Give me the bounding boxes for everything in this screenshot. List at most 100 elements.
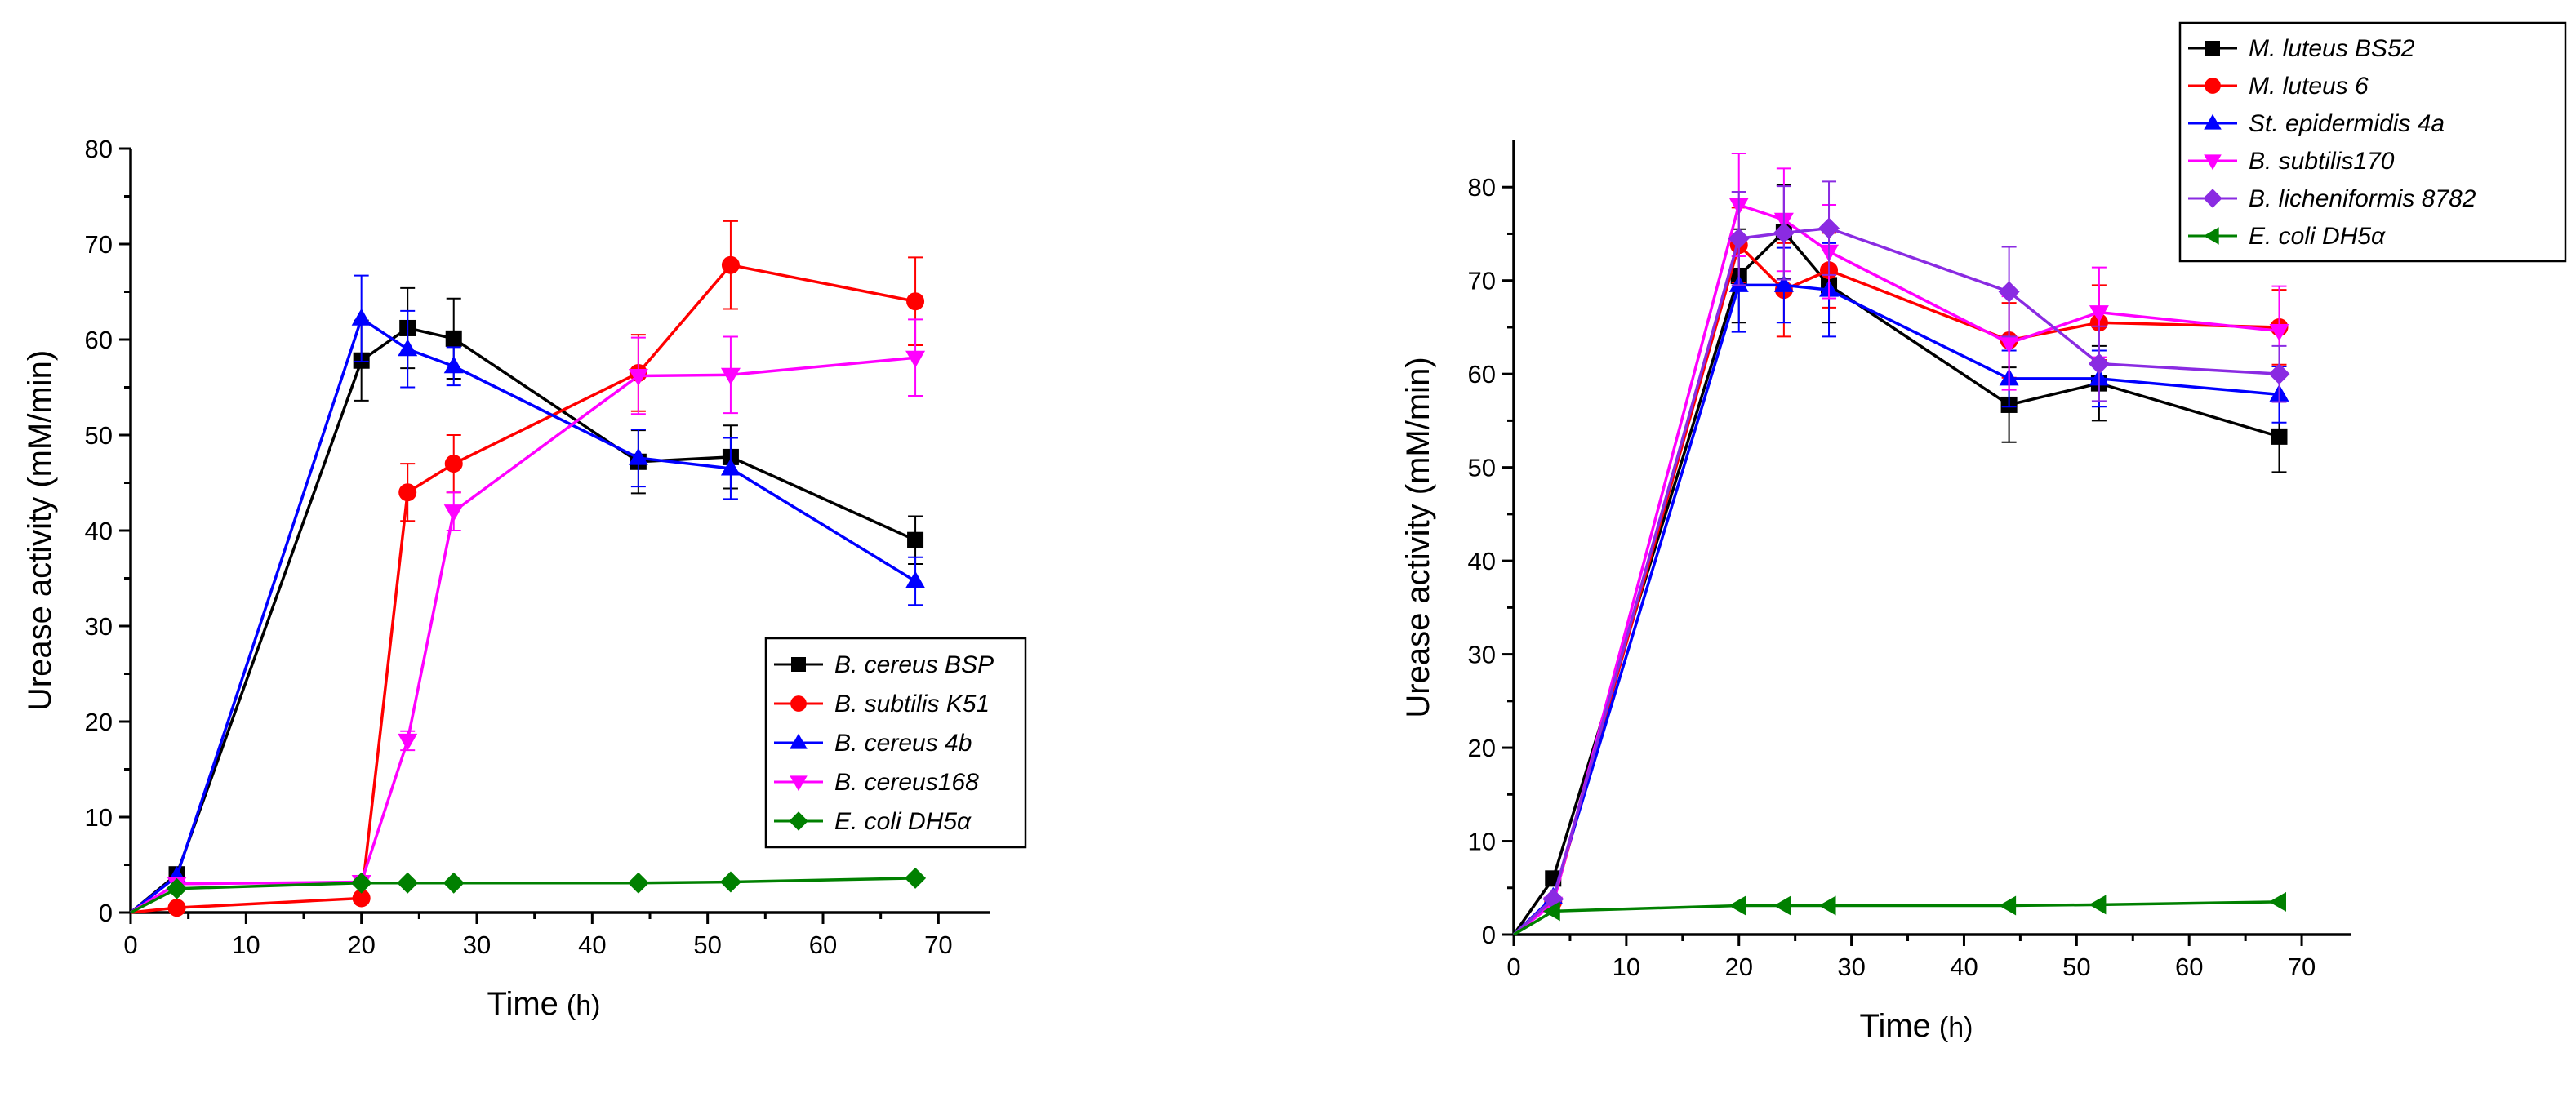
y-tick-label: 30 <box>85 612 113 641</box>
data-point <box>397 872 419 894</box>
y-tick-label: 80 <box>1468 173 1496 202</box>
data-point <box>2088 353 2110 375</box>
legend-label: St. epidermidis 4a <box>2249 110 2445 137</box>
data-point <box>1818 895 1836 916</box>
y-tick-label: 80 <box>85 135 113 163</box>
y-tick-label: 70 <box>1468 267 1496 295</box>
series-line <box>1512 229 2280 936</box>
legend-marker <box>790 733 808 749</box>
data-point <box>350 872 372 894</box>
x-tick-label: 70 <box>924 930 952 959</box>
data-point <box>1999 895 2017 916</box>
legend-marker <box>789 811 808 831</box>
x-axis-title-unit: (h) <box>567 990 601 1021</box>
x-tick-label: 0 <box>1506 953 1520 981</box>
series-line <box>1513 900 2280 936</box>
data-point <box>166 877 188 899</box>
y-tick-label: 20 <box>85 708 113 736</box>
legend-label: B. subtilis K51 <box>834 691 990 717</box>
y-axis-title: Urease activity (mM/min) <box>22 350 58 711</box>
legend-marker <box>790 775 808 792</box>
series-line <box>129 326 916 914</box>
series-line <box>130 356 916 914</box>
data-point <box>398 733 418 751</box>
data-point <box>1773 222 1795 244</box>
data-point <box>1998 281 2020 303</box>
data-point <box>627 872 649 894</box>
data-point <box>1818 217 1840 239</box>
x-tick-label: 0 <box>123 930 137 959</box>
data-point <box>1773 895 1791 916</box>
series-line <box>1512 226 2280 936</box>
x-tick-label: 40 <box>578 930 606 959</box>
legend-label: B. cereus 4b <box>834 730 972 757</box>
data-point <box>443 504 464 522</box>
series-2 <box>129 274 926 914</box>
data-point <box>351 308 371 326</box>
legend: B. cereus BSP B. subtilis K51 B. cereus 4b… <box>764 637 1027 849</box>
legend-marker <box>2203 189 2222 208</box>
legend-label: B. subtilis170 <box>2249 148 2395 175</box>
series-3 <box>1512 153 2289 936</box>
axes: 0 10 20 30 40 50 60 70 0 10 20 30 40 50 60 70 80 <box>85 135 990 959</box>
data-point <box>719 871 741 893</box>
x-axis-title: Time (h) <box>487 986 601 1022</box>
y-tick-label: 60 <box>85 326 113 354</box>
data-point <box>2268 891 2286 912</box>
y-axis-title: Urease activity (mM/min) <box>1400 357 1436 717</box>
legend-marker <box>2204 113 2222 130</box>
legend-marker <box>2203 227 2219 245</box>
y-tick-label: 50 <box>1468 454 1496 482</box>
x-tick-label: 30 <box>1837 953 1865 981</box>
series-line <box>130 263 916 914</box>
data-point <box>2271 428 2288 445</box>
x-axis-title-main: Time <box>1860 1008 1931 1044</box>
data-point <box>720 367 741 385</box>
x-axis-title: Time (h) <box>1860 1008 1973 1044</box>
x-tick-label: 50 <box>693 930 721 959</box>
y-tick-label: 10 <box>1468 828 1496 856</box>
legend-label: M. luteus 6 <box>2249 73 2369 100</box>
y-tick-label: 40 <box>1468 547 1496 575</box>
legend-label: M. luteus BS52 <box>2249 35 2415 62</box>
y-tick-label: 60 <box>1468 360 1496 389</box>
data-point <box>2089 305 2109 323</box>
data-point <box>1728 895 1746 916</box>
x-tick-label: 30 <box>463 930 491 959</box>
legend-box <box>764 637 1027 849</box>
legend-box <box>2178 21 2567 263</box>
data-point <box>445 330 462 347</box>
data-point <box>398 483 417 502</box>
series-1 <box>1512 207 2289 936</box>
legend-label: B. cereus BSP <box>834 651 994 678</box>
x-tick-label: 10 <box>232 930 260 959</box>
series-line <box>1512 283 2280 936</box>
y-tick-label: 20 <box>1468 734 1496 762</box>
series-line <box>130 877 916 914</box>
data-point <box>905 350 926 368</box>
data-point <box>2269 324 2289 342</box>
data-point <box>1542 901 1560 922</box>
data-point <box>628 447 648 465</box>
legend-label: E. coli DH5α <box>2249 223 2386 250</box>
series-line <box>1512 202 2280 936</box>
urease-chart-left: 0 10 20 30 40 50 60 70 0 10 20 30 40 50 60 70 80 Time (h) U… <box>22 135 1027 1022</box>
x-tick-label: 20 <box>347 930 375 959</box>
series-4 <box>1512 180 2290 936</box>
data-point <box>905 867 927 889</box>
x-tick-label: 60 <box>2175 953 2203 981</box>
urease-chart-right: 0 10 20 30 40 50 60 70 0 10 20 30 40 50 60 70 80 Time (h) U… <box>1400 21 2567 1044</box>
y-tick-label: 50 <box>85 421 113 450</box>
x-axis-title-main: Time <box>487 986 558 1022</box>
x-tick-label: 40 <box>1950 953 1978 981</box>
data-point <box>1773 274 1794 292</box>
series-line <box>1512 242 2280 936</box>
series-2 <box>1512 238 2289 936</box>
data-point <box>2089 895 2107 915</box>
x-axis-title-unit: (h) <box>1939 1012 1973 1043</box>
legend-marker <box>791 657 806 672</box>
legend-label: B. cereus168 <box>834 769 979 796</box>
data-point <box>443 872 465 894</box>
data-point <box>906 292 925 311</box>
data-point <box>444 455 463 473</box>
